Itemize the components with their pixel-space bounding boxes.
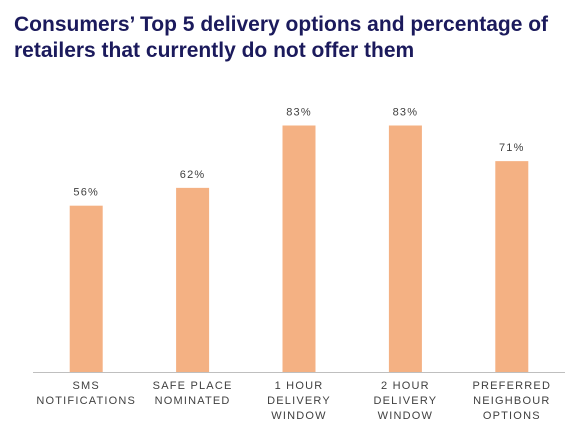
x-tick-label: SMS NOTIFICATIONS: [36, 380, 136, 407]
x-tick-label-line: DELIVERY: [373, 395, 437, 407]
x-tick-label: 2 HOUR DELIVERY WINDOW: [373, 380, 437, 422]
bar: [282, 125, 316, 373]
bar: [69, 205, 103, 372]
bar: [176, 187, 210, 372]
x-tick-label-line: NOTIFICATIONS: [36, 395, 136, 407]
x-tick-label-line: SAFE PLACE: [153, 380, 233, 392]
x-tick-label-line: WINDOW: [378, 410, 433, 422]
x-tick-label-line: SMS: [72, 380, 99, 392]
chart-title: Consumers’ Top 5 delivery options and pe…: [14, 13, 549, 62]
value-label: 71%: [499, 142, 525, 154]
x-tick-label: 1 HOUR DELIVERY WINDOW: [267, 380, 331, 422]
value-label: 83%: [393, 106, 419, 118]
value-label: 83%: [286, 106, 312, 118]
x-tick-label-line: DELIVERY: [267, 395, 331, 407]
value-label: 56%: [73, 187, 99, 199]
x-tick-label: PREFERRED NEIGHBOUR OPTIONS: [472, 380, 551, 422]
x-tick-label-line: 2 HOUR: [381, 380, 430, 392]
x-tick-label-line: 1 HOUR: [275, 380, 324, 392]
bar: [388, 125, 422, 373]
x-tick-label-line: WINDOW: [271, 410, 326, 422]
x-tick-label-line: NEIGHBOUR: [473, 395, 550, 407]
x-tick-label-line: PREFERRED: [472, 380, 551, 392]
x-tick-label: SAFE PLACE NOMINATED: [153, 380, 233, 407]
x-tick-label-line: NOMINATED: [155, 395, 231, 407]
value-label: 62%: [180, 169, 206, 181]
bar: [495, 161, 529, 372]
x-tick-label-line: OPTIONS: [483, 410, 541, 422]
